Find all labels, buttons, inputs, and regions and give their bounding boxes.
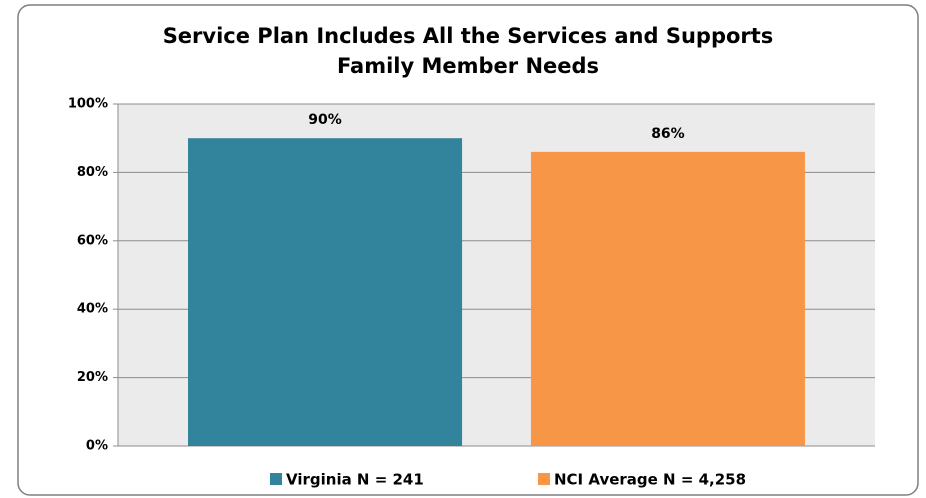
legend-label: NCI Average N = 4,258 bbox=[554, 471, 746, 489]
chart-title: Service Plan Includes All the Services a… bbox=[163, 24, 774, 48]
legend-swatch bbox=[270, 473, 282, 485]
y-tick-label: 40% bbox=[77, 302, 108, 317]
chart-title: Family Member Needs bbox=[337, 54, 599, 78]
y-tick-label: 60% bbox=[77, 233, 108, 248]
y-tick-label: 0% bbox=[86, 439, 108, 454]
bar bbox=[530, 151, 805, 446]
y-tick-label: 20% bbox=[77, 370, 108, 385]
legend-label: Virginia N = 241 bbox=[286, 471, 424, 489]
data-label: 90% bbox=[308, 112, 342, 128]
bar bbox=[188, 138, 463, 446]
y-tick-label: 80% bbox=[77, 165, 108, 180]
data-label: 86% bbox=[651, 126, 685, 142]
y-tick-label: 100% bbox=[68, 97, 108, 112]
legend-swatch bbox=[538, 473, 550, 485]
